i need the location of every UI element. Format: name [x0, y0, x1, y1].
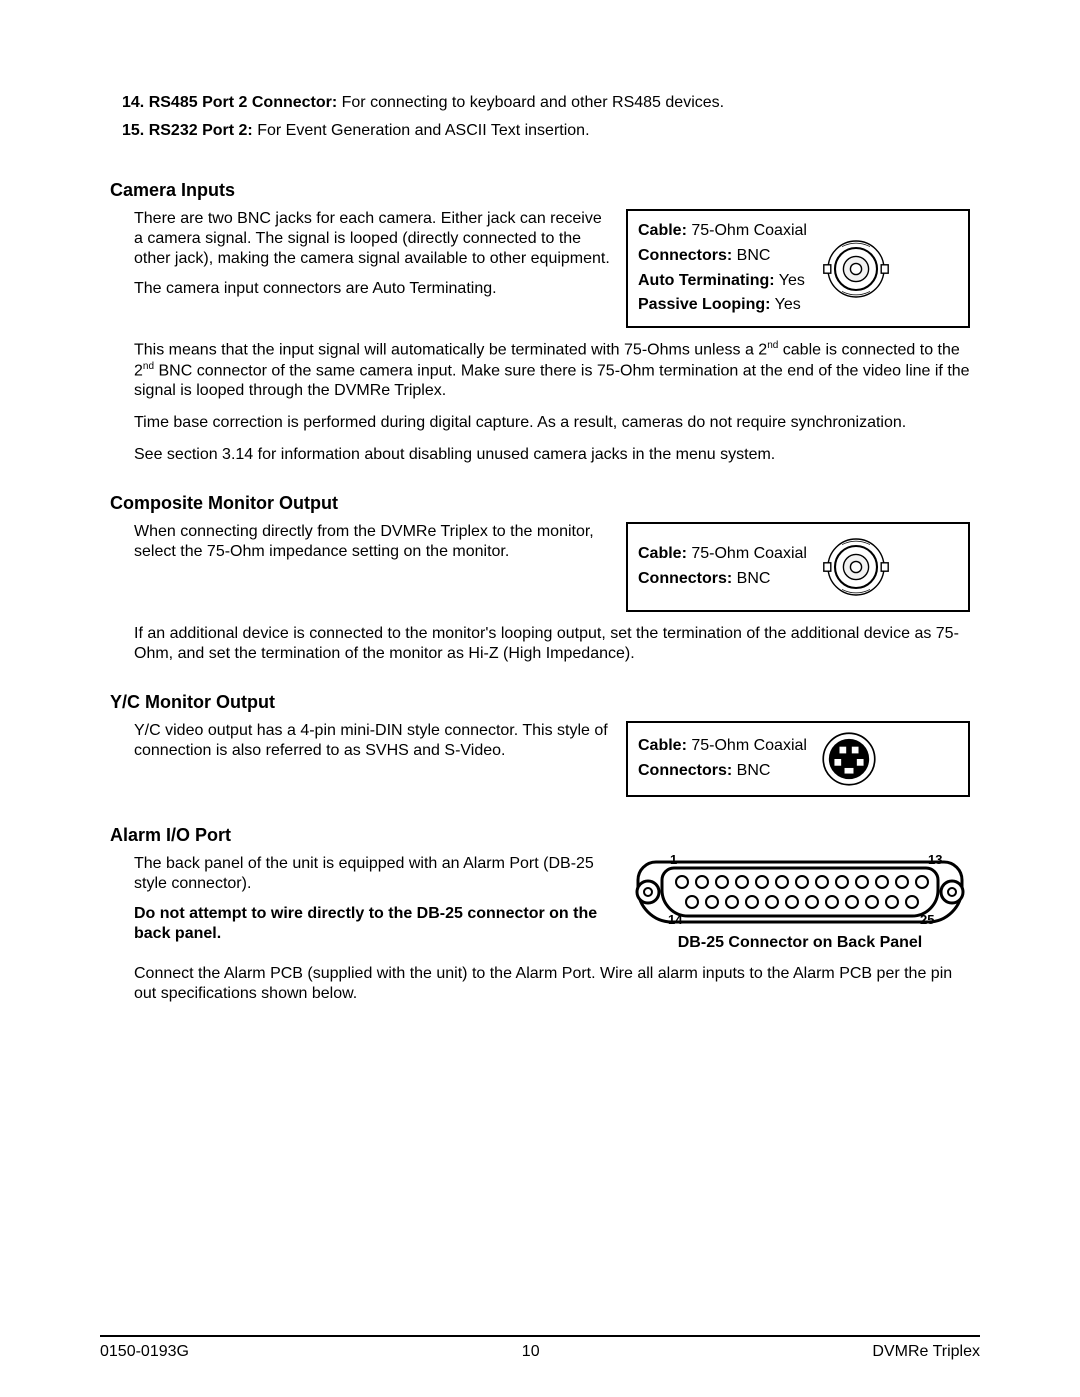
pin-label-13: 13: [928, 854, 942, 867]
heading-alarm: Alarm I/O Port: [110, 825, 970, 846]
page-footer: 0150-0193G 10 DVMRe Triplex: [100, 1343, 980, 1361]
spec-val: BNC: [732, 762, 770, 779]
db25-figure: 1 13 14 25 DB-25 Connector on Back Panel: [630, 854, 970, 952]
paragraph: The back panel of the unit is equipped w…: [134, 854, 616, 894]
list-item: 15. RS232 Port 2: For Event Generation a…: [122, 122, 970, 140]
spec-key: Cable:: [638, 737, 687, 754]
spec-val: BNC: [732, 570, 770, 587]
paragraph: Time base correction is performed during…: [134, 413, 970, 433]
alarm-row: The back panel of the unit is equipped w…: [110, 854, 970, 952]
spec-key: Cable:: [638, 545, 687, 562]
camera-inputs-row: There are two BNC jacks for each camera.…: [110, 209, 970, 328]
alarm-text: The back panel of the unit is equipped w…: [110, 854, 616, 944]
paragraph: There are two BNC jacks for each camera.…: [134, 209, 612, 269]
alarm-warning: Do not attempt to wire directly to the D…: [134, 904, 616, 944]
page: 14. RS485 Port 2 Connector: For connecti…: [0, 0, 1080, 1397]
superscript: nd: [767, 340, 778, 351]
numbered-list: 14. RS485 Port 2 Connector: For connecti…: [110, 94, 970, 140]
text: BNC connector of the same camera input. …: [134, 362, 970, 399]
yc-row: Y/C video output has a 4-pin mini-DIN st…: [110, 721, 970, 797]
heading-camera-inputs: Camera Inputs: [110, 180, 970, 201]
paragraph: If an additional device is connected to …: [134, 624, 970, 664]
footer-right: DVMRe Triplex: [872, 1343, 980, 1361]
list-item-label: RS232 Port 2:: [149, 122, 253, 139]
spec-key: Passive Looping:: [638, 296, 770, 313]
db25-caption: DB-25 Connector on Back Panel: [678, 934, 923, 952]
yc-text: Y/C video output has a 4-pin mini-DIN st…: [110, 721, 612, 761]
list-item-number: 15.: [122, 122, 144, 139]
spec-val: Yes: [770, 296, 800, 313]
spec-val: Yes: [775, 272, 805, 289]
list-item-number: 14.: [122, 94, 144, 111]
bnc-connector-icon: [821, 532, 891, 602]
spec-key: Auto Terminating:: [638, 272, 775, 289]
spec-key: Connectors:: [638, 570, 732, 587]
superscript: nd: [143, 361, 154, 372]
paragraph: Connect the Alarm PCB (supplied with the…: [134, 964, 970, 1004]
list-item-body: For Event Generation and ASCII Text inse…: [253, 122, 590, 139]
footer-left: 0150-0193G: [100, 1343, 189, 1361]
spec-key: Connectors:: [638, 247, 732, 264]
pin-label-25: 25: [920, 912, 934, 927]
spec-val: BNC: [732, 247, 770, 264]
footer-center: 10: [522, 1343, 540, 1361]
spec-val: 75-Ohm Coaxial: [687, 222, 807, 239]
spec-key: Cable:: [638, 222, 687, 239]
spec-list: Cable: 75-Ohm Coaxial Connectors: BNC: [638, 542, 807, 592]
spec-val: 75-Ohm Coaxial: [687, 545, 807, 562]
heading-yc: Y/C Monitor Output: [110, 692, 970, 713]
spec-list: Cable: 75-Ohm Coaxial Connectors: BNC Au…: [638, 219, 807, 318]
camera-inputs-text: There are two BNC jacks for each camera.…: [110, 209, 612, 299]
spec-val: 75-Ohm Coaxial: [687, 737, 807, 754]
camera-inputs-spec-box: Cable: 75-Ohm Coaxial Connectors: BNC Au…: [626, 209, 970, 328]
composite-row: When connecting directly from the DVMRe …: [110, 522, 970, 612]
mini-din-connector-icon: [821, 731, 877, 787]
spec-key: Connectors:: [638, 762, 732, 779]
paragraph: This means that the input signal will au…: [134, 340, 970, 401]
text: This means that the input signal will au…: [134, 342, 767, 359]
composite-spec-box: Cable: 75-Ohm Coaxial Connectors: BNC: [626, 522, 970, 612]
pin-label-1: 1: [670, 854, 677, 867]
bnc-connector-icon: [821, 234, 891, 304]
yc-spec-box: Cable: 75-Ohm Coaxial Connectors: BNC: [626, 721, 970, 797]
footer-rule: [100, 1335, 980, 1337]
pin-label-14: 14: [668, 912, 683, 927]
list-item: 14. RS485 Port 2 Connector: For connecti…: [122, 94, 970, 112]
db25-connector-icon: 1 13 14 25: [630, 854, 970, 930]
composite-text: When connecting directly from the DVMRe …: [110, 522, 612, 562]
paragraph: The camera input connectors are Auto Ter…: [134, 279, 612, 299]
list-item-label: RS485 Port 2 Connector:: [149, 94, 337, 111]
list-item-body: For connecting to keyboard and other RS4…: [337, 94, 724, 111]
spec-list: Cable: 75-Ohm Coaxial Connectors: BNC: [638, 734, 807, 784]
heading-composite: Composite Monitor Output: [110, 493, 970, 514]
paragraph: See section 3.14 for information about d…: [134, 445, 970, 465]
